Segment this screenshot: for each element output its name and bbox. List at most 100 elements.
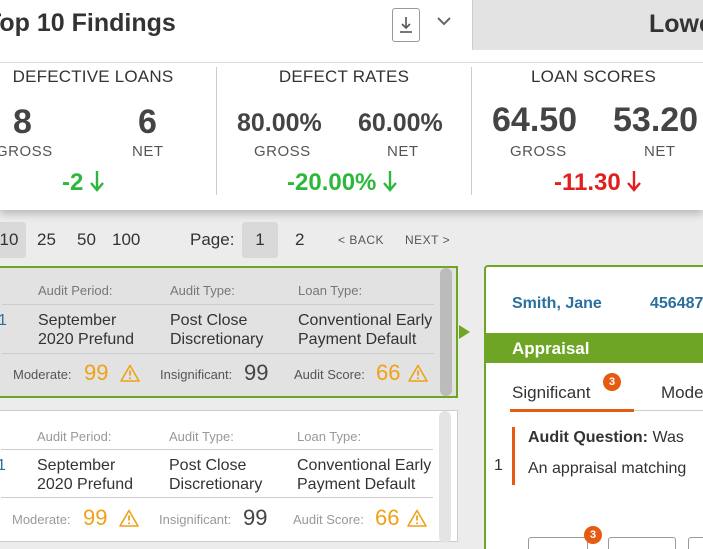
defective-loans-stat: DEFECTIVE LOANS 8 GROSS 6 NET -2 (0, 63, 216, 197)
finding-index[interactable]: 1 (0, 457, 6, 474)
category-title: Appraisal (512, 339, 590, 358)
finding-card-active[interactable]: Audit Period: Audit Type: Loan Type: 1 S… (0, 266, 458, 398)
defective-net-value: 6 (138, 103, 157, 141)
audit-type-line: Discretionary (169, 476, 263, 493)
audit-type-line: Discretionary (170, 331, 264, 348)
tab-baseline (634, 410, 703, 411)
page-2-button[interactable]: 2 (295, 230, 305, 249)
warning-icon (119, 509, 139, 527)
loan-type-line: Payment Default (298, 331, 417, 348)
warning-icon (407, 509, 427, 527)
back-button[interactable]: < BACK (338, 233, 385, 247)
audit-type-value: Post Close Discretionary (169, 456, 262, 494)
response-button[interactable] (528, 537, 588, 549)
audit-score-value: 66 (375, 505, 400, 530)
arrow-down-icon (627, 171, 642, 192)
defective-gross-value: 8 (13, 103, 32, 141)
page-label: Page: (190, 230, 235, 249)
loan-number-link[interactable]: 456487 (650, 295, 703, 312)
audit-type-line: Post Close (169, 457, 247, 474)
scores-change-value: -11.30 (554, 169, 621, 196)
card-divider (2, 304, 434, 305)
defective-change: -2 (62, 169, 104, 197)
warning-icon (120, 364, 140, 382)
loan-type-label: Loan Type: (297, 429, 362, 444)
stat-divider (471, 67, 472, 195)
loan-type-line: Conventional Early (298, 312, 433, 329)
question-index: 1 (494, 457, 503, 474)
audit-period-line: 2020 Prefund (38, 331, 135, 348)
audit-type-line: Post Close (170, 312, 248, 329)
download-icon (400, 17, 412, 33)
finding-detail-panel: Smith, Jane 456487 Appraisal Significant… (484, 265, 703, 549)
audit-answer-text: An appraisal matching (528, 460, 687, 477)
card-divider (1, 449, 433, 450)
audit-period-line: 2020 Prefund (37, 476, 134, 493)
moderate-label: Moderate: (13, 367, 72, 382)
download-button[interactable] (392, 8, 420, 42)
audit-period-line: September (38, 312, 117, 329)
arrow-down-icon (383, 171, 397, 192)
summary-card: Top 10 Findings Lowe DEFECTIVE LOANS 8 G… (0, 0, 703, 210)
list-scrollbar-thumb[interactable] (440, 268, 452, 396)
page-size-25[interactable]: 25 (37, 230, 56, 249)
audit-type-label: Audit Type: (169, 429, 234, 444)
moderate-count: 99 (84, 360, 109, 385)
card-divider (2, 353, 434, 354)
page-size-10[interactable]: 10 (0, 222, 26, 258)
response-count-badge: 3 (584, 526, 602, 544)
rates-gross-label: GROSS (254, 143, 311, 160)
insignificant-label: Insignificant: (159, 512, 232, 527)
moderate-label: Moderate: (12, 512, 71, 527)
audit-type-label: Audit Type: (170, 283, 235, 298)
arrow-down-icon (90, 171, 104, 192)
loan-type-line: Payment Default (297, 476, 416, 493)
audit-type-value: Post Close Discretionary (170, 311, 263, 349)
question-accent-bar (512, 427, 515, 485)
rates-net-label: NET (387, 143, 419, 160)
insignificant-label: Insignificant: (160, 367, 233, 382)
page-size-100[interactable]: 100 (112, 230, 141, 249)
audit-score-value: 66 (376, 360, 401, 385)
next-button[interactable]: NEXT > (405, 233, 451, 247)
response-button[interactable] (688, 537, 703, 549)
active-tab-indicator (510, 409, 634, 412)
moderate-count: 99 (83, 505, 108, 530)
rates-change: -20.00% (287, 169, 397, 197)
defective-loans-heading: DEFECTIVE LOANS (12, 67, 174, 86)
tab-significant[interactable]: Significant (512, 383, 591, 402)
audit-period-label: Audit Period: (37, 429, 112, 444)
defective-gross-label: GROSS (0, 143, 53, 160)
finding-card[interactable]: Audit Period: Audit Type: Loan Type: 1 S… (0, 410, 458, 543)
audit-score-label: Audit Score: (294, 367, 365, 382)
stat-divider (216, 67, 217, 195)
rates-change-value: -20.00% (287, 169, 377, 196)
loan-type-line: Conventional Early (297, 457, 432, 474)
scores-gross-label: GROSS (510, 143, 567, 160)
page-1-button[interactable]: 1 (242, 222, 278, 258)
scores-change: -11.30 (554, 169, 642, 197)
defect-rates-heading: DEFECT RATES (278, 67, 410, 86)
defect-rates-stat: DEFECT RATES 80.00% GROSS 60.00% NET -20… (217, 63, 471, 197)
chevron-down-icon[interactable] (436, 15, 452, 27)
audit-period-value: September 2020 Prefund (37, 456, 133, 494)
list-scrollbar-track[interactable] (439, 411, 451, 543)
loan-type-value: Conventional Early Payment Default (298, 311, 432, 349)
scores-net-value: 53.20 (613, 101, 699, 139)
audit-period-line: September (37, 457, 116, 474)
page-title: Top 10 Findings (0, 9, 176, 37)
tab-moderate[interactable]: Mode (661, 383, 703, 402)
stats-row: DEFECTIVE LOANS 8 GROSS 6 NET -2 DEFECT … (0, 62, 703, 200)
rates-gross-value: 80.00% (237, 109, 322, 137)
tab-lowest[interactable]: Lowe (472, 0, 703, 50)
defective-change-value: -2 (62, 169, 84, 196)
loan-type-label: Loan Type: (298, 283, 363, 298)
defective-net-label: NET (132, 143, 164, 160)
significant-count-badge: 3 (603, 373, 621, 391)
finding-index[interactable]: 1 (0, 312, 7, 329)
page-size-50[interactable]: 50 (77, 230, 96, 249)
pagination-bar: 10 25 50 100 Page: 1 2 < BACK NEXT > (0, 222, 480, 260)
borrower-name-link[interactable]: Smith, Jane (512, 295, 602, 312)
warning-icon (408, 364, 428, 382)
response-button[interactable] (608, 537, 676, 549)
